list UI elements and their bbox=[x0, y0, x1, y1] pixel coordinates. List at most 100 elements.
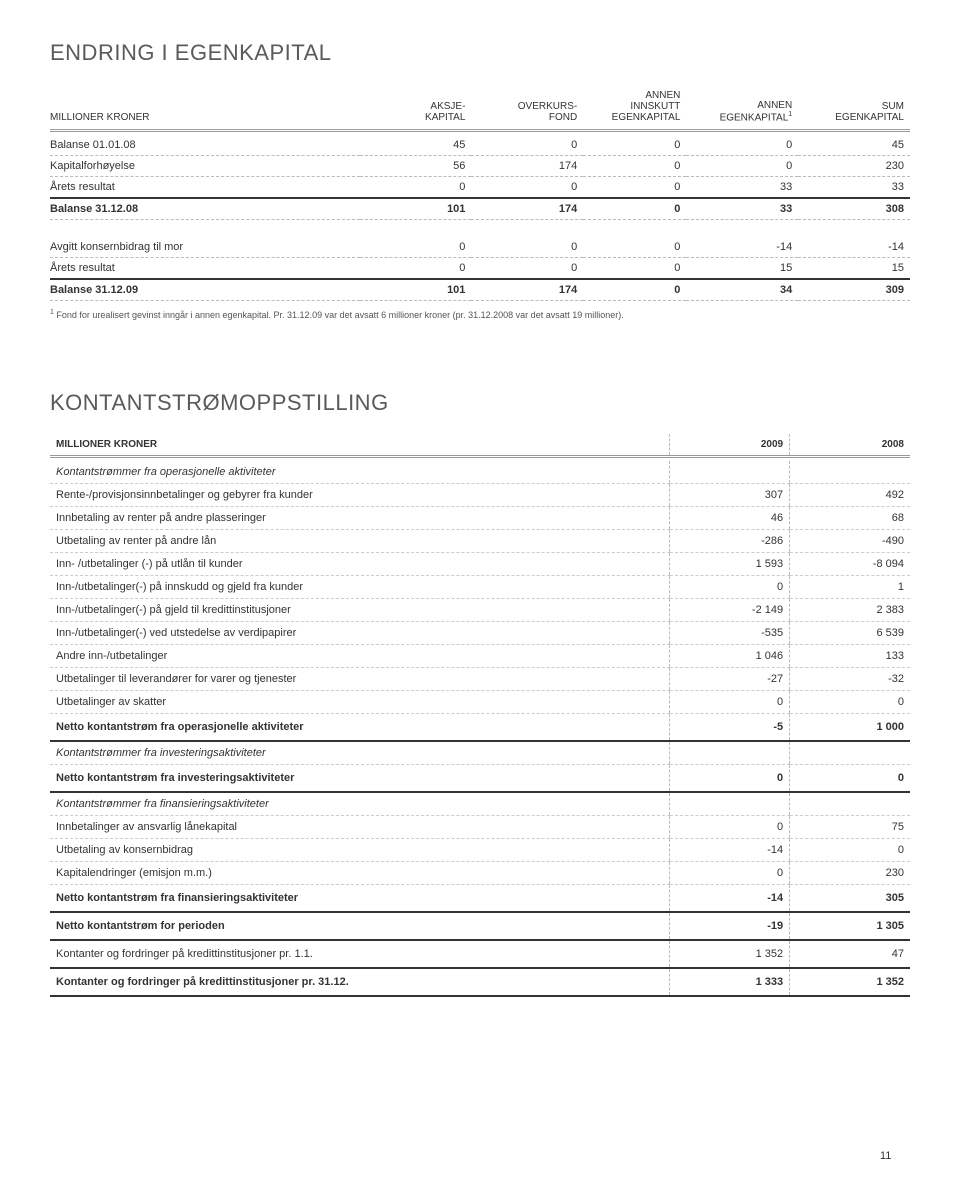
row-value: 307 bbox=[669, 483, 789, 506]
row-label: Kapitalendringer (emisjon m.m.) bbox=[50, 861, 669, 884]
row-value: 0 bbox=[583, 237, 686, 258]
row-value: 34 bbox=[686, 279, 798, 301]
row-label: Kontantstrømmer fra investeringsaktivite… bbox=[50, 741, 669, 765]
table-row: Årets resultat0001515 bbox=[50, 258, 910, 280]
row-value: 174 bbox=[471, 198, 583, 220]
row-value bbox=[790, 741, 910, 765]
row-value: 230 bbox=[798, 155, 910, 176]
row-label: Netto kontantstrøm fra finansieringsakti… bbox=[50, 884, 669, 912]
cash-hdr-col1: MILLIONER KRONER bbox=[50, 434, 669, 457]
eq-hdr-col5: ANNENEGENKAPITAL1 bbox=[686, 86, 798, 131]
row-value: 101 bbox=[360, 198, 472, 220]
table-row: Balanse 31.12.08101174033308 bbox=[50, 198, 910, 220]
table-row: Utbetaling av konsernbidrag-140 bbox=[50, 838, 910, 861]
row-value: 0 bbox=[471, 258, 583, 280]
table-row: Kontanter og fordringer på kredittinstit… bbox=[50, 968, 910, 996]
table-row: Kontantstrømmer fra operasjonelle aktivi… bbox=[50, 461, 910, 484]
row-label: Netto kontantstrøm fra operasjonelle akt… bbox=[50, 713, 669, 741]
table-row: Kontantstrømmer fra investeringsaktivite… bbox=[50, 741, 910, 765]
row-value: 1 333 bbox=[669, 968, 789, 996]
row-value bbox=[790, 792, 910, 816]
row-label: Kontanter og fordringer på kredittinstit… bbox=[50, 968, 669, 996]
row-label: Utbetalinger av skatter bbox=[50, 690, 669, 713]
row-value: 15 bbox=[798, 258, 910, 280]
table-row: Utbetalinger av skatter00 bbox=[50, 690, 910, 713]
row-value: 1 352 bbox=[669, 940, 789, 968]
eq-hdr-col1: MILLIONER KRONER bbox=[50, 86, 360, 131]
equity-title: ENDRING I EGENKAPITAL bbox=[50, 40, 910, 66]
eq-hdr-col4: ANNENINNSKUTTEGENKAPITAL bbox=[583, 86, 686, 131]
row-value: 0 bbox=[669, 690, 789, 713]
table-row: Kontantstrømmer fra finansieringsaktivit… bbox=[50, 792, 910, 816]
row-label: Kontantstrømmer fra operasjonelle aktivi… bbox=[50, 461, 669, 484]
row-label: Inn-/utbetalinger(-) på gjeld til kredit… bbox=[50, 598, 669, 621]
row-label: Innbetalinger av ansvarlig lånekapital bbox=[50, 815, 669, 838]
row-value: 0 bbox=[360, 237, 472, 258]
table-row: Balanse 31.12.09101174034309 bbox=[50, 279, 910, 301]
row-value: 133 bbox=[790, 644, 910, 667]
row-label: Balanse 01.01.08 bbox=[50, 135, 360, 156]
row-value: 75 bbox=[790, 815, 910, 838]
row-value bbox=[669, 741, 789, 765]
row-value: 0 bbox=[790, 764, 910, 792]
row-value: 0 bbox=[583, 198, 686, 220]
row-label: Kapitalforhøyelse bbox=[50, 155, 360, 176]
row-value: 0 bbox=[583, 176, 686, 198]
row-value: 1 046 bbox=[669, 644, 789, 667]
eq-hdr-col3: OVERKURS-FOND bbox=[471, 86, 583, 131]
row-value: 47 bbox=[790, 940, 910, 968]
cash-title: KONTANTSTRØMOPPSTILLING bbox=[50, 390, 910, 416]
table-row: Årets resultat0003333 bbox=[50, 176, 910, 198]
row-value: 0 bbox=[583, 155, 686, 176]
row-value: 2 383 bbox=[790, 598, 910, 621]
table-row: Innbetalinger av ansvarlig lånekapital07… bbox=[50, 815, 910, 838]
cash-hdr-y2: 2008 bbox=[790, 434, 910, 457]
row-value: 0 bbox=[583, 279, 686, 301]
eq-hdr-col2: AKSJE-KAPITAL bbox=[360, 86, 472, 131]
row-value: 56 bbox=[360, 155, 472, 176]
row-value: -32 bbox=[790, 667, 910, 690]
row-value: 0 bbox=[790, 838, 910, 861]
table-row: Avgitt konsernbidrag til mor000-14-14 bbox=[50, 237, 910, 258]
table-row: Netto kontantstrøm fra finansieringsakti… bbox=[50, 884, 910, 912]
equity-table: MILLIONER KRONER AKSJE-KAPITAL OVERKURS-… bbox=[50, 86, 910, 301]
table-row: Utbetalinger til leverandører for varer … bbox=[50, 667, 910, 690]
row-label: Kontantstrømmer fra finansieringsaktivit… bbox=[50, 792, 669, 816]
page-number: 11 bbox=[880, 1150, 891, 1162]
eq-hdr-col6: SUMEGENKAPITAL bbox=[798, 86, 910, 131]
row-value: 308 bbox=[798, 198, 910, 220]
row-value: 309 bbox=[798, 279, 910, 301]
row-label: Inn- /utbetalinger (-) på utlån til kund… bbox=[50, 552, 669, 575]
row-value: 0 bbox=[583, 258, 686, 280]
row-label: Utbetaling av konsernbidrag bbox=[50, 838, 669, 861]
row-value: 0 bbox=[669, 815, 789, 838]
table-row: Kontanter og fordringer på kredittinstit… bbox=[50, 940, 910, 968]
row-value: 1 000 bbox=[790, 713, 910, 741]
row-value: -27 bbox=[669, 667, 789, 690]
cash-table: MILLIONER KRONER 2009 2008 Kontantstrømm… bbox=[50, 434, 910, 997]
row-value: 68 bbox=[790, 506, 910, 529]
row-value: 0 bbox=[669, 861, 789, 884]
row-value: 1 593 bbox=[669, 552, 789, 575]
row-value: 0 bbox=[471, 135, 583, 156]
row-value: 101 bbox=[360, 279, 472, 301]
row-value: 0 bbox=[686, 135, 798, 156]
table-row: Inn-/utbetalinger(-) på innskudd og gjel… bbox=[50, 575, 910, 598]
row-value: 45 bbox=[798, 135, 910, 156]
row-value: -5 bbox=[669, 713, 789, 741]
row-label: Netto kontantstrøm fra investeringsaktiv… bbox=[50, 764, 669, 792]
row-label: Inn-/utbetalinger(-) på innskudd og gjel… bbox=[50, 575, 669, 598]
row-value: -14 bbox=[686, 237, 798, 258]
table-row: Netto kontantstrøm for perioden-191 305 bbox=[50, 912, 910, 940]
row-label: Inn-/utbetalinger(-) ved utstedelse av v… bbox=[50, 621, 669, 644]
row-label: Utbetaling av renter på andre lån bbox=[50, 529, 669, 552]
row-value: 0 bbox=[360, 258, 472, 280]
row-value: 1 352 bbox=[790, 968, 910, 996]
table-row: Netto kontantstrøm fra investeringsaktiv… bbox=[50, 764, 910, 792]
row-label: Balanse 31.12.08 bbox=[50, 198, 360, 220]
row-value: 305 bbox=[790, 884, 910, 912]
row-value: 0 bbox=[471, 176, 583, 198]
row-label: Netto kontantstrøm for perioden bbox=[50, 912, 669, 940]
row-value bbox=[669, 792, 789, 816]
row-value: 0 bbox=[669, 764, 789, 792]
